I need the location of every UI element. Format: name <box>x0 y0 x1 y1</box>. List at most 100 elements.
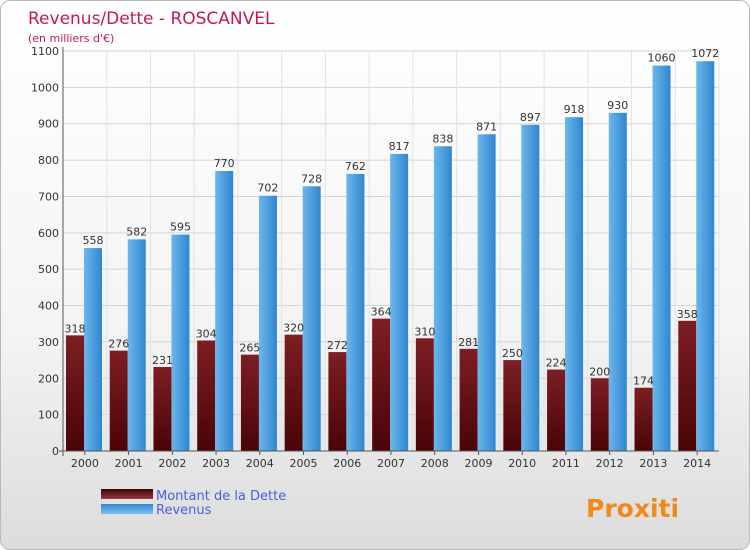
y-tick-label: 900 <box>38 118 59 131</box>
data-label-debt: 200 <box>589 365 610 378</box>
x-tick-label: 2008 <box>421 457 449 470</box>
y-tick-label: 500 <box>38 263 59 276</box>
data-label-debt: 276 <box>108 338 129 351</box>
data-label-debt: 281 <box>458 336 479 349</box>
data-label-debt: 224 <box>546 357 567 370</box>
x-tick-label: 2010 <box>508 457 536 470</box>
data-label-debt: 265 <box>239 342 260 355</box>
bar-debt <box>590 378 609 451</box>
bar-revenue <box>258 195 277 451</box>
data-label-revenue: 871 <box>476 120 497 133</box>
data-label-debt: 272 <box>327 339 348 352</box>
data-label-revenue: 762 <box>345 160 366 173</box>
bar-debt <box>153 367 172 451</box>
x-tick-label: 2003 <box>202 457 230 470</box>
y-tick-label: 1100 <box>31 45 59 58</box>
x-tick-label: 2014 <box>683 457 711 470</box>
x-tick-label: 2009 <box>464 457 492 470</box>
data-label-revenue: 595 <box>170 221 191 234</box>
data-label-revenue: 558 <box>83 234 104 247</box>
x-tick-label: 2004 <box>246 457 274 470</box>
data-label-revenue: 817 <box>389 140 410 153</box>
x-tick-label: 2001 <box>115 457 143 470</box>
data-label-debt: 320 <box>283 322 304 335</box>
legend-label-debt: Montant de la Dette <box>156 489 286 504</box>
bar-debt <box>284 334 303 451</box>
data-label-debt: 250 <box>502 347 523 360</box>
y-tick-label: 600 <box>38 227 59 240</box>
legend-swatch-debt <box>101 489 153 499</box>
chart-subtitle: (en milliers d'€) <box>28 32 114 45</box>
y-tick-label: 700 <box>38 190 59 203</box>
y-tick-label: 100 <box>38 409 59 422</box>
chart-title: Revenus/Dette - ROSCANVEL <box>28 9 275 29</box>
data-label-revenue: 770 <box>214 157 235 170</box>
data-label-revenue: 702 <box>257 182 278 195</box>
bar-debt <box>328 352 347 451</box>
x-tick-label: 2000 <box>71 457 99 470</box>
legend-swatch-revenue <box>101 504 153 514</box>
bars <box>66 61 715 452</box>
bar-debt <box>109 350 128 451</box>
data-label-revenue: 582 <box>126 225 147 238</box>
bar-debt <box>503 360 522 451</box>
data-label-debt: 174 <box>633 375 654 388</box>
bar-debt <box>240 354 259 451</box>
bar-revenue <box>696 61 715 451</box>
bar-debt <box>66 335 84 451</box>
x-tick-label: 2006 <box>333 457 361 470</box>
legend: Montant de la Dette Revenus <box>101 489 286 518</box>
data-label-debt: 304 <box>196 327 217 340</box>
y-tick-label: 400 <box>38 300 59 313</box>
legend-label-revenue: Revenus <box>156 503 212 518</box>
bar-revenue <box>433 146 452 452</box>
proxiti-logo: Proxiti <box>586 494 679 523</box>
x-tick-label: 2002 <box>158 457 186 470</box>
data-label-revenue: 1060 <box>648 52 676 65</box>
bar-debt <box>459 348 478 451</box>
data-label-debt: 231 <box>152 354 173 367</box>
data-label-debt: 364 <box>371 306 392 319</box>
bar-revenue <box>608 112 627 452</box>
x-tick-label: 2007 <box>377 457 405 470</box>
axes: 0 100 200 300 400 500 600 700 800 900 1000 1100 2000… <box>31 45 719 470</box>
x-tick-label: 2011 <box>552 457 580 470</box>
bar-debt <box>634 387 653 451</box>
y-tick-label: 0 <box>52 445 59 458</box>
data-label-debt: 310 <box>414 325 435 338</box>
bar-revenue <box>565 117 584 451</box>
data-label-debt: 358 <box>677 308 698 321</box>
bar-debt <box>415 338 434 451</box>
bar-revenue <box>215 171 234 451</box>
data-label-revenue: 930 <box>607 99 628 112</box>
bar-debt <box>197 340 216 451</box>
x-tick-label: 2013 <box>639 457 667 470</box>
data-label-revenue: 728 <box>301 172 322 185</box>
data-labels: 318 558 276 582 231 595 304 770 265 702 320 728 272 7… <box>65 47 720 388</box>
bar-revenue <box>346 173 365 451</box>
bar-revenue <box>390 153 409 451</box>
bar-revenue <box>171 234 190 451</box>
y-tick-label: 200 <box>38 372 59 385</box>
x-tick-label: 2012 <box>596 457 624 470</box>
bar-revenue <box>477 134 496 452</box>
bar-revenue <box>652 65 671 451</box>
bar-debt <box>372 318 391 451</box>
data-label-revenue: 838 <box>432 132 453 145</box>
data-label-revenue: 897 <box>520 111 541 124</box>
data-label-debt: 318 <box>65 322 86 335</box>
y-tick-label: 300 <box>38 336 59 349</box>
bar-revenue <box>84 248 102 451</box>
data-label-revenue: 1072 <box>691 47 719 60</box>
bar-debt <box>547 369 566 451</box>
bar-revenue <box>127 239 146 451</box>
bar-revenue <box>302 186 321 452</box>
bar-debt <box>678 320 697 451</box>
y-tick-label: 800 <box>38 154 59 167</box>
bar-revenue <box>521 124 540 452</box>
x-tick-label: 2005 <box>290 457 318 470</box>
data-label-revenue: 918 <box>564 103 585 116</box>
logo-text: Proxiti <box>586 494 679 523</box>
